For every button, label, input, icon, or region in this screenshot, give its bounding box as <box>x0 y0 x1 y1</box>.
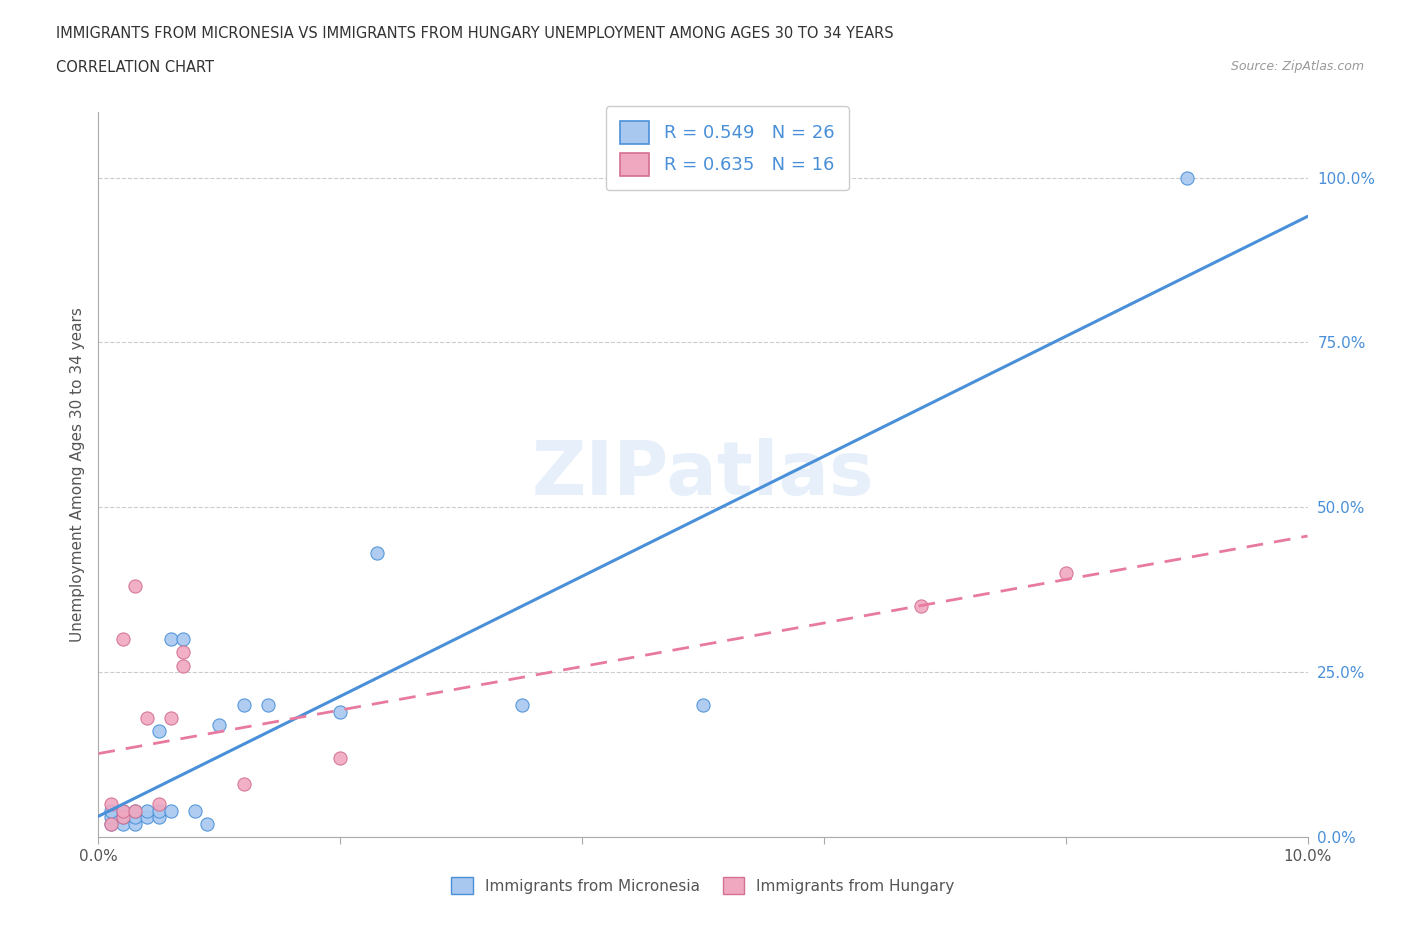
Point <box>124 817 146 831</box>
Point <box>256 698 278 712</box>
Point <box>111 810 134 825</box>
Legend: Immigrants from Micronesia, Immigrants from Hungary: Immigrants from Micronesia, Immigrants f… <box>444 869 962 902</box>
Point <box>124 579 146 594</box>
Text: ZIPatlas: ZIPatlas <box>531 438 875 511</box>
Point <box>692 698 714 712</box>
Point <box>184 804 207 818</box>
Point <box>100 817 122 831</box>
Point <box>910 599 932 614</box>
Point <box>160 804 183 818</box>
Point <box>148 724 170 739</box>
Point <box>366 546 388 561</box>
Point <box>1175 170 1198 185</box>
Point <box>148 804 170 818</box>
Text: IMMIGRANTS FROM MICRONESIA VS IMMIGRANTS FROM HUNGARY UNEMPLOYMENT AMONG AGES 30: IMMIGRANTS FROM MICRONESIA VS IMMIGRANTS… <box>56 26 894 41</box>
Point <box>172 658 194 673</box>
Point <box>172 644 194 659</box>
Point <box>160 631 183 646</box>
Point <box>148 810 170 825</box>
Point <box>135 810 157 825</box>
Point <box>124 810 146 825</box>
Point <box>510 698 533 712</box>
Point <box>135 711 157 725</box>
Point <box>232 777 254 791</box>
Point <box>111 804 134 818</box>
Point <box>160 711 183 725</box>
Point <box>124 804 146 818</box>
Point <box>100 810 122 825</box>
Point <box>111 804 134 818</box>
Point <box>329 704 352 719</box>
Point <box>1054 565 1077 580</box>
Point <box>124 804 146 818</box>
Point <box>232 698 254 712</box>
Point <box>111 631 134 646</box>
Point <box>100 817 122 831</box>
Y-axis label: Unemployment Among Ages 30 to 34 years: Unemployment Among Ages 30 to 34 years <box>69 307 84 642</box>
Text: Source: ZipAtlas.com: Source: ZipAtlas.com <box>1230 60 1364 73</box>
Point <box>195 817 218 831</box>
Point <box>111 817 134 831</box>
Point <box>208 717 231 732</box>
Point <box>111 810 134 825</box>
Point <box>100 797 122 812</box>
Point <box>148 797 170 812</box>
Point <box>100 804 122 818</box>
Text: CORRELATION CHART: CORRELATION CHART <box>56 60 214 75</box>
Point <box>172 631 194 646</box>
Point <box>135 804 157 818</box>
Point <box>329 751 352 765</box>
